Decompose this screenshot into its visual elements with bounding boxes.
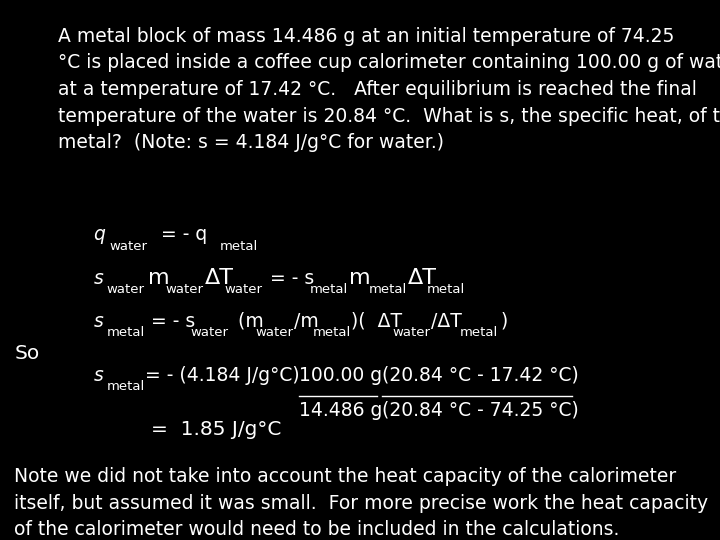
Text: Note we did not take into account the heat capacity of the calorimeter
itself, b: Note we did not take into account the he… bbox=[14, 467, 708, 539]
Text: s: s bbox=[94, 268, 104, 287]
Text: ): ) bbox=[495, 312, 508, 330]
Text: metal: metal bbox=[220, 240, 258, 253]
Text: = - s: = - s bbox=[145, 312, 196, 330]
Text: (20.84 °C - 17.42 °C): (20.84 °C - 17.42 °C) bbox=[382, 366, 578, 384]
Text: 100.00 g: 100.00 g bbox=[299, 366, 382, 384]
Text: water: water bbox=[256, 326, 294, 340]
Text: =  1.85 J/g°C: = 1.85 J/g°C bbox=[151, 420, 282, 438]
Text: m: m bbox=[148, 267, 169, 287]
Text: (20.84 °C - 74.25 °C): (20.84 °C - 74.25 °C) bbox=[382, 401, 578, 420]
Text: metal: metal bbox=[313, 326, 351, 340]
Text: )(  ΔT: )( ΔT bbox=[351, 312, 402, 330]
Text: ΔT: ΔT bbox=[408, 267, 437, 287]
Text: metal: metal bbox=[427, 283, 465, 296]
Text: m: m bbox=[349, 267, 371, 287]
Text: water: water bbox=[191, 326, 229, 340]
Text: = - (4.184 J/g°C): = - (4.184 J/g°C) bbox=[145, 366, 300, 384]
Text: metal: metal bbox=[459, 326, 498, 340]
Text: water: water bbox=[225, 283, 263, 296]
Text: /ΔT: /ΔT bbox=[431, 312, 462, 330]
Text: water: water bbox=[107, 283, 145, 296]
Text: s: s bbox=[94, 312, 104, 330]
Text: 14.486 g: 14.486 g bbox=[299, 401, 382, 420]
Text: = - s: = - s bbox=[264, 268, 315, 287]
Text: water: water bbox=[166, 283, 204, 296]
Text: (m: (m bbox=[232, 312, 264, 330]
Text: ΔT: ΔT bbox=[205, 267, 234, 287]
Text: = - q: = - q bbox=[155, 225, 207, 244]
Text: metal: metal bbox=[369, 283, 407, 296]
Text: water: water bbox=[109, 240, 148, 253]
Text: metal: metal bbox=[107, 326, 145, 340]
Text: q: q bbox=[94, 225, 105, 244]
Text: metal: metal bbox=[107, 380, 145, 394]
Text: /m: /m bbox=[294, 312, 318, 330]
Text: A metal block of mass 14.486 g at an initial temperature of 74.25
°C is placed i: A metal block of mass 14.486 g at an ini… bbox=[58, 27, 720, 152]
Text: metal: metal bbox=[310, 283, 348, 296]
Text: water: water bbox=[392, 326, 431, 340]
Text: So: So bbox=[14, 344, 40, 363]
Text: s: s bbox=[94, 366, 104, 384]
